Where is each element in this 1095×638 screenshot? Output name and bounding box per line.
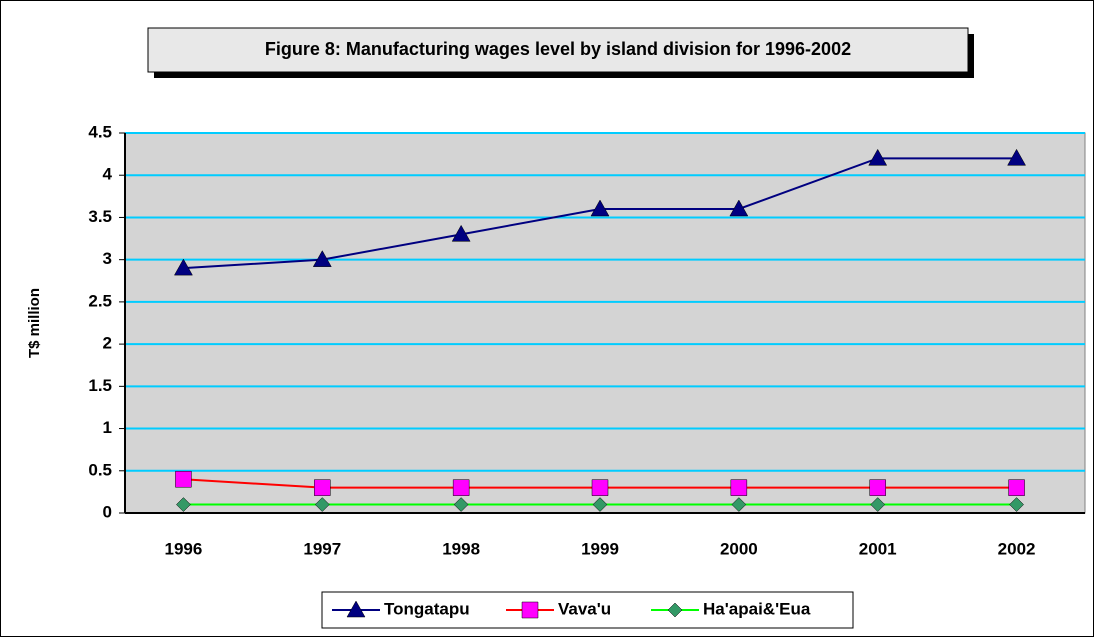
x-tick-label: 1997 bbox=[303, 539, 341, 558]
marker bbox=[451, 224, 471, 242]
y-tick-label: 2.5 bbox=[88, 291, 112, 310]
y-tick-label: 3.5 bbox=[88, 207, 112, 226]
marker bbox=[729, 199, 749, 217]
y-tick-label: 1 bbox=[103, 418, 112, 437]
marker bbox=[1008, 479, 1025, 496]
marker bbox=[731, 497, 747, 512]
marker bbox=[174, 258, 193, 276]
legend-label: Tongatapu bbox=[384, 599, 470, 618]
marker bbox=[175, 470, 192, 488]
marker bbox=[314, 497, 330, 512]
x-tick-label: 1996 bbox=[165, 539, 203, 558]
y-tick-label: 3 bbox=[103, 249, 112, 268]
marker bbox=[590, 199, 610, 217]
y-tick-label: 1.5 bbox=[88, 376, 112, 395]
marker bbox=[667, 602, 683, 618]
plot-area bbox=[124, 132, 1086, 514]
marker bbox=[1007, 148, 1026, 166]
marker bbox=[730, 479, 748, 496]
y-tick-label: 0 bbox=[103, 502, 112, 521]
x-tick-label: 2000 bbox=[720, 539, 758, 558]
x-tick-label: 2002 bbox=[998, 539, 1036, 558]
marker bbox=[868, 148, 888, 166]
x-tick-label: 2001 bbox=[859, 539, 897, 558]
marker bbox=[1009, 497, 1024, 512]
legend-label: Vava'u bbox=[558, 599, 611, 618]
marker bbox=[176, 497, 191, 512]
y-tick-label: 0.5 bbox=[88, 460, 112, 479]
marker bbox=[592, 497, 608, 512]
marker bbox=[870, 497, 886, 512]
y-tick-label: 2 bbox=[103, 334, 112, 353]
marker bbox=[346, 600, 366, 618]
x-tick-label: 1998 bbox=[442, 539, 480, 558]
legend-box bbox=[321, 591, 854, 629]
marker bbox=[314, 479, 331, 496]
chart-title: Figure 8: Manufacturing wages level by i… bbox=[265, 39, 851, 59]
y-axis-title: T$ million bbox=[26, 288, 43, 358]
title-box bbox=[147, 27, 969, 73]
marker bbox=[453, 497, 469, 512]
marker bbox=[591, 479, 609, 496]
marker bbox=[452, 479, 470, 496]
marker bbox=[312, 250, 332, 267]
legend-label: Ha'apai&'Eua bbox=[703, 599, 811, 618]
x-tick-label: 1999 bbox=[581, 539, 619, 558]
marker bbox=[521, 601, 539, 619]
y-tick-label: 4.5 bbox=[88, 122, 112, 141]
y-tick-label: 4 bbox=[103, 165, 113, 184]
marker bbox=[869, 479, 886, 496]
